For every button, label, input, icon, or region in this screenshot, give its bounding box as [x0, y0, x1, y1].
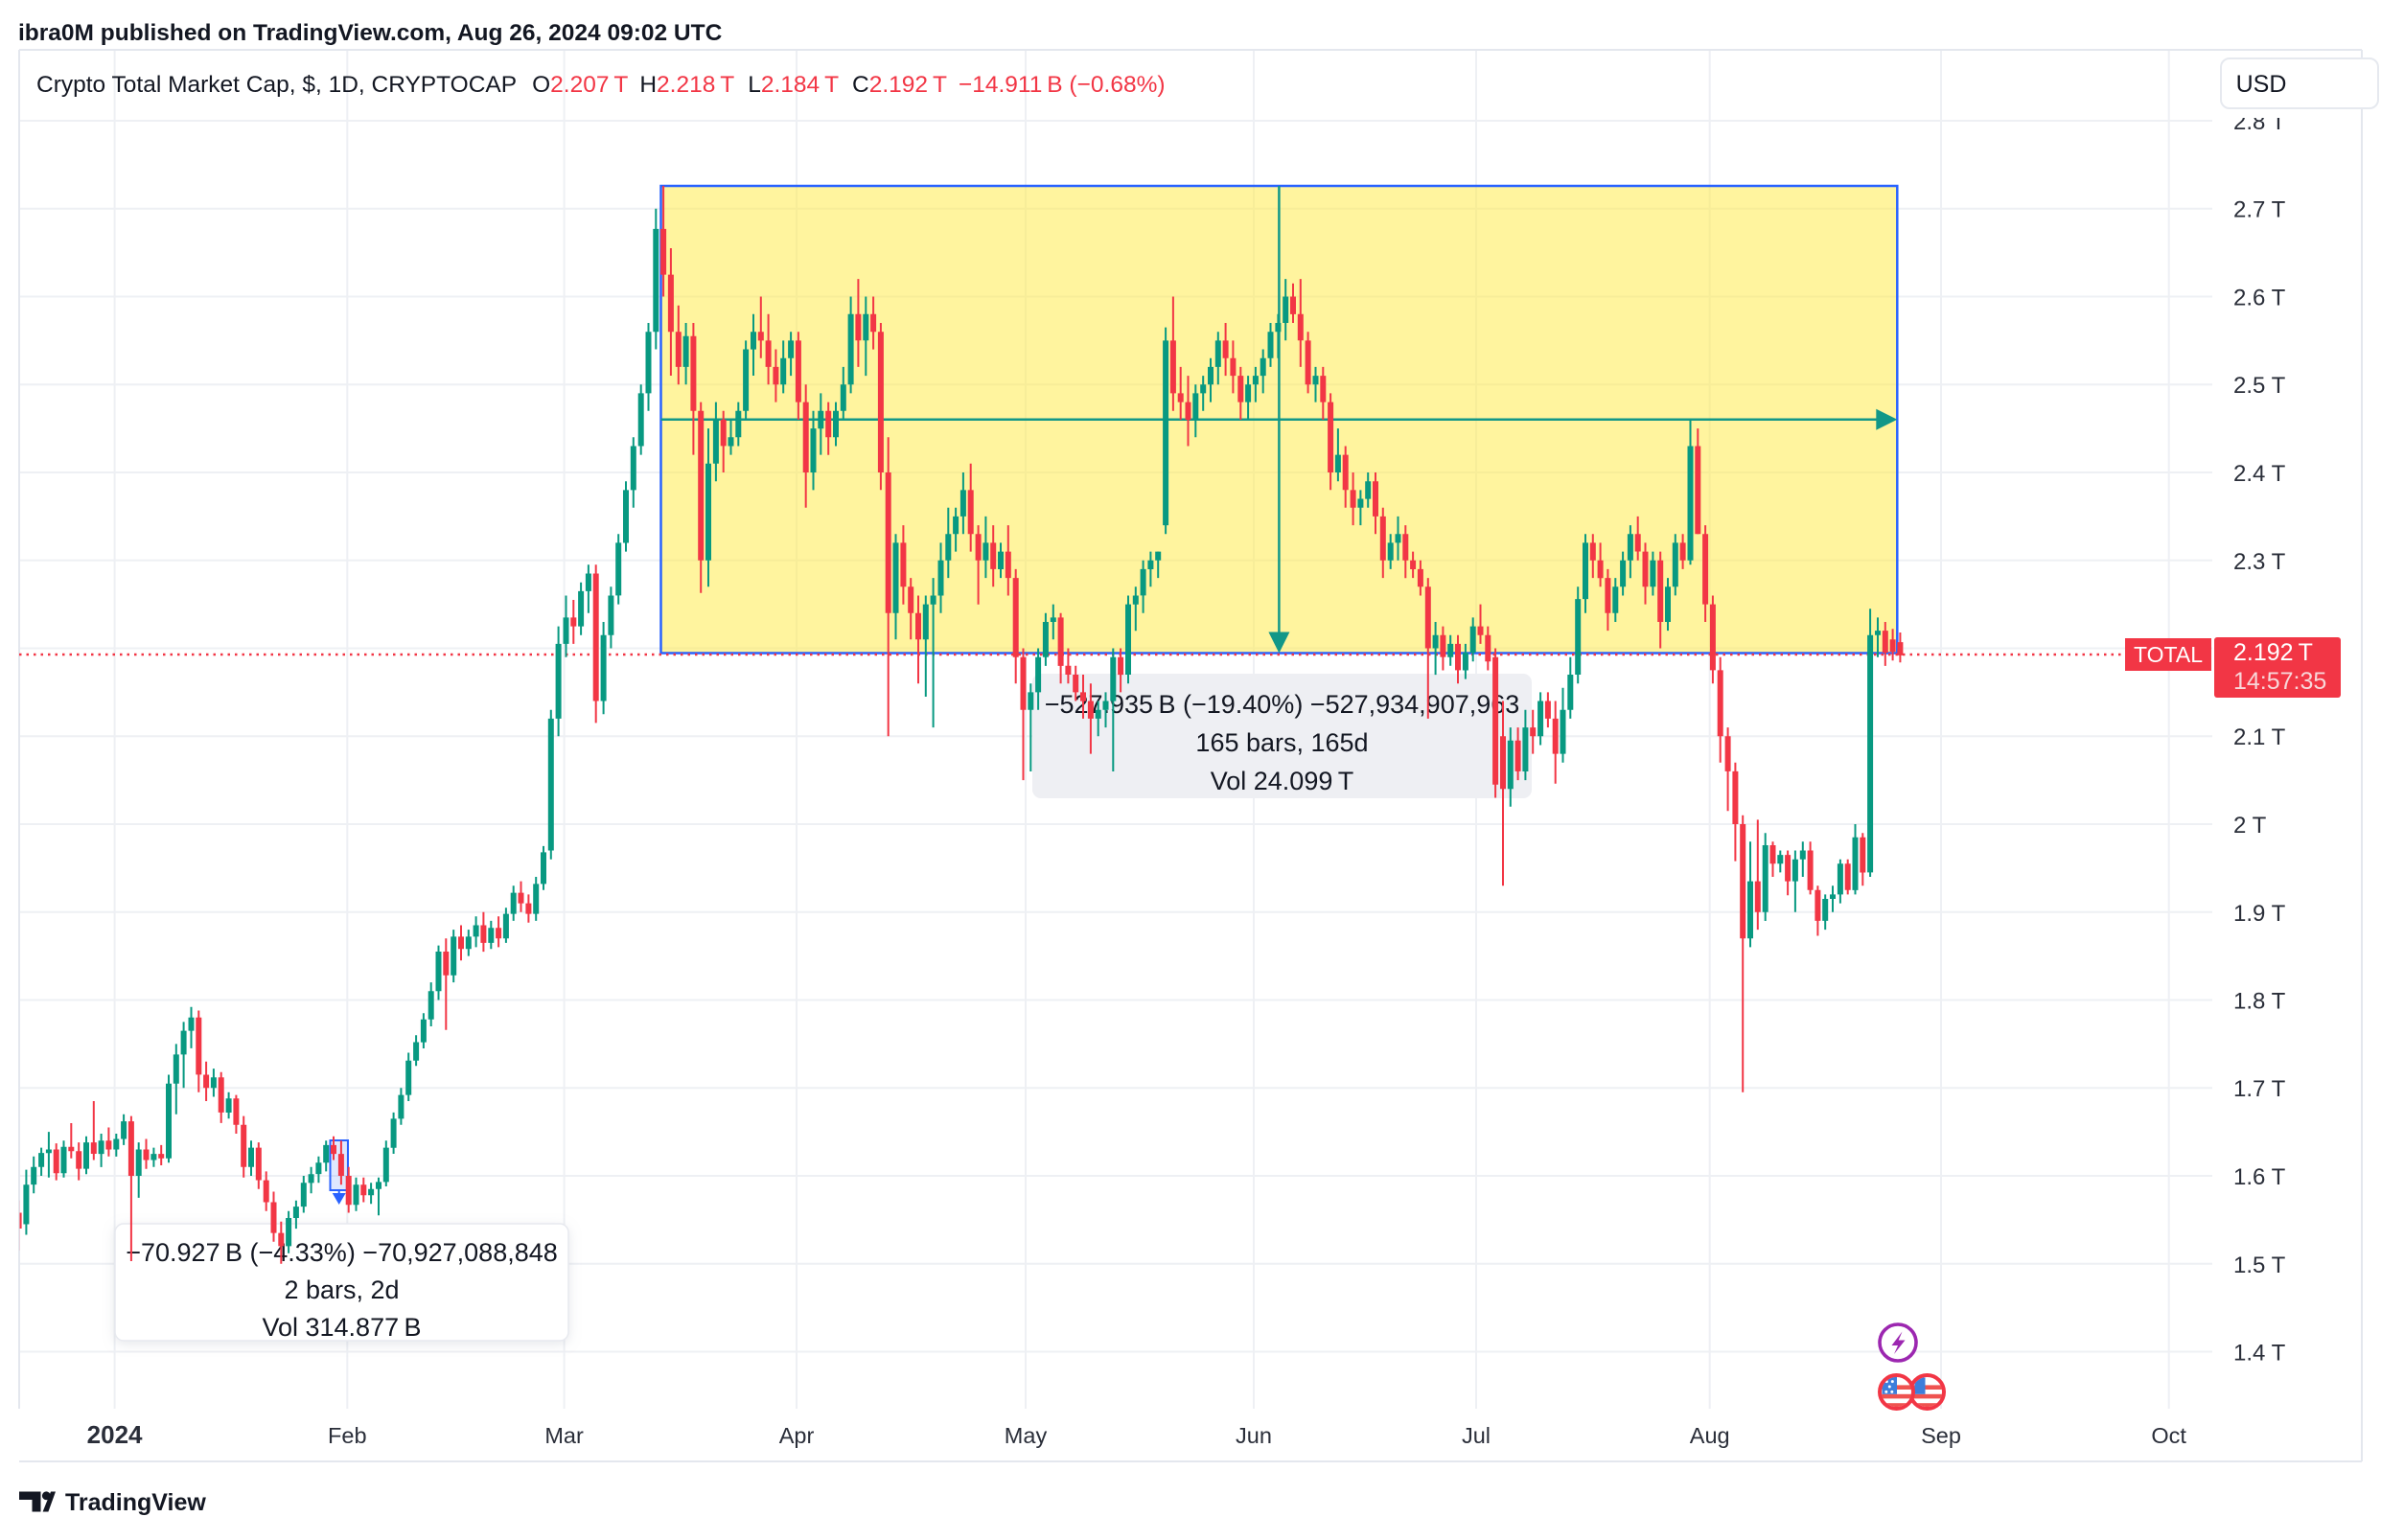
svg-text:1.4 T: 1.4 T	[2233, 1341, 2286, 1367]
svg-text:2.192 T: 2.192 T	[2233, 639, 2313, 666]
svg-text:2.7 T: 2.7 T	[2233, 197, 2286, 223]
svg-text:2.4 T: 2.4 T	[2233, 461, 2286, 487]
svg-text:Vol 24.099 T: Vol 24.099 T	[1211, 767, 1354, 795]
svg-text:−527.935 B (−19.40%) −527,934,: −527.935 B (−19.40%) −527,934,907,963	[1045, 690, 1520, 719]
svg-text:1.6 T: 1.6 T	[2233, 1164, 2286, 1190]
svg-text:14:57:35: 14:57:35	[2233, 668, 2326, 695]
svg-text:2024: 2024	[87, 1420, 143, 1449]
svg-text:2.6 T: 2.6 T	[2233, 286, 2286, 311]
svg-text:2 bars, 2d: 2 bars, 2d	[284, 1276, 399, 1304]
svg-text:TradingView: TradingView	[65, 1489, 206, 1516]
svg-text:Aug: Aug	[1690, 1423, 1730, 1448]
svg-text:Jun: Jun	[1236, 1423, 1272, 1448]
svg-text:Vol 314.877 B: Vol 314.877 B	[262, 1313, 421, 1342]
svg-text:−70.927 B (−4.33%) −70,927,088: −70.927 B (−4.33%) −70,927,088,848	[126, 1238, 558, 1267]
svg-text:2.1 T: 2.1 T	[2233, 724, 2286, 750]
svg-text:USD: USD	[2236, 71, 2287, 98]
svg-text:Jul: Jul	[1462, 1423, 1491, 1448]
svg-text:2.3 T: 2.3 T	[2233, 549, 2286, 575]
svg-text:1.7 T: 1.7 T	[2233, 1076, 2286, 1102]
svg-text:ibra0M published on TradingVie: ibra0M published on TradingView.com, Aug…	[18, 20, 723, 46]
svg-text:1.5 T: 1.5 T	[2233, 1253, 2286, 1278]
svg-text:Sep: Sep	[1921, 1423, 1961, 1448]
svg-text:2.5 T: 2.5 T	[2233, 373, 2286, 399]
svg-text:1.9 T: 1.9 T	[2233, 901, 2286, 927]
svg-text:May: May	[1005, 1423, 1048, 1448]
svg-text:Apr: Apr	[779, 1423, 815, 1448]
svg-text:TOTAL: TOTAL	[2134, 642, 2203, 667]
svg-text:1.8 T: 1.8 T	[2233, 989, 2286, 1015]
svg-text:2 T: 2 T	[2233, 813, 2267, 839]
svg-text:Mar: Mar	[544, 1423, 584, 1448]
svg-text:Crypto Total Market Cap, $, 1D: Crypto Total Market Cap, $, 1D, CRYPTOCA…	[36, 72, 1166, 98]
svg-text:Oct: Oct	[2151, 1423, 2186, 1448]
svg-text:Feb: Feb	[328, 1423, 367, 1448]
svg-text:165 bars, 165d: 165 bars, 165d	[1195, 728, 1368, 757]
